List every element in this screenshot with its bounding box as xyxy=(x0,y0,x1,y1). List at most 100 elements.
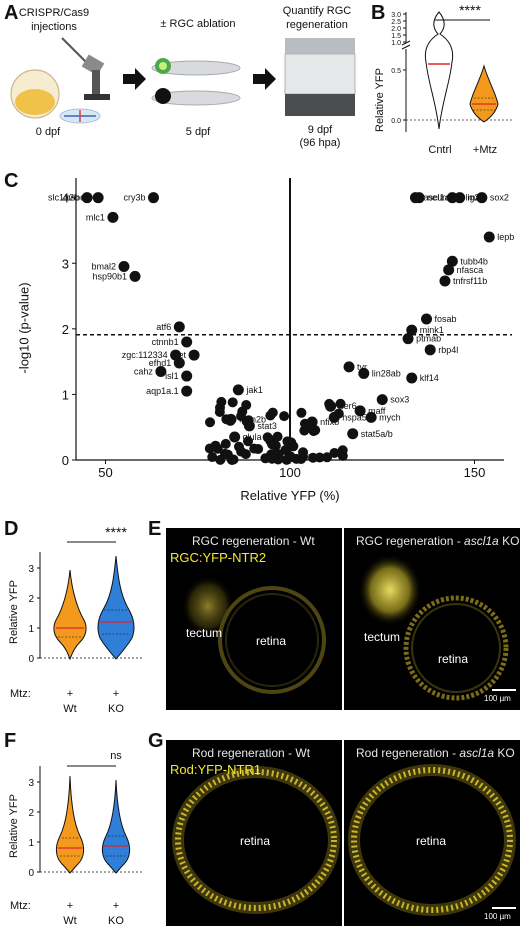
schematic-drawing xyxy=(10,37,356,124)
c-point-label: tubb4b xyxy=(460,256,488,266)
c-point xyxy=(322,452,333,463)
c-point xyxy=(205,417,216,428)
c-point xyxy=(227,397,238,408)
c-point-label: met xyxy=(171,350,187,360)
f-mtz-ko: + xyxy=(112,900,120,912)
tick-label: 0 xyxy=(28,654,34,665)
b-violin-svg: 3.02.52.01.51.0 0.5 0.0 xyxy=(391,11,514,132)
c-point-label: tyr xyxy=(357,362,367,372)
e-title-ko-prefix: RGC regeneration - xyxy=(356,534,465,548)
f-violin-ko xyxy=(101,779,131,874)
f-violin-svg: 0 1 2 3 xyxy=(28,765,142,879)
c-point-label: tnfrsf11b xyxy=(453,276,487,286)
c-point xyxy=(226,454,237,465)
c-point-label: lin28ab xyxy=(372,368,401,378)
panel-label-d: D xyxy=(4,518,19,540)
e-title-ko-suffix: KO xyxy=(498,534,520,548)
c-point-label: sox3 xyxy=(390,395,409,405)
b-tick-label: 0.0 xyxy=(391,118,401,125)
c-point xyxy=(225,413,237,425)
d-violin-ko xyxy=(97,555,135,660)
c-point-label: atf6 xyxy=(156,322,171,332)
c-point xyxy=(298,447,309,458)
injector-icon xyxy=(61,37,110,100)
c-point xyxy=(229,431,241,443)
c-point xyxy=(354,405,366,417)
c-point-label: klf14 xyxy=(420,373,439,383)
d-ylabel: Relative YFP xyxy=(8,580,20,644)
c-point xyxy=(439,275,451,287)
c-point-label: stat5a/b xyxy=(361,429,393,439)
e-title-ko: RGC regeneration - ascl1a KO xyxy=(356,534,519,548)
e-title-ko-gene: ascl1a xyxy=(464,534,499,548)
step3-time-hpa: (96 hpa) xyxy=(299,137,341,149)
c-point xyxy=(273,454,284,465)
g-scale-bar xyxy=(492,907,516,909)
c-point xyxy=(181,385,193,397)
g-retina-ko: retina xyxy=(416,834,447,848)
c-point xyxy=(365,411,377,423)
c-point xyxy=(267,407,278,418)
c-point-label: jak1 xyxy=(245,385,263,395)
c-point xyxy=(249,443,260,454)
c-point-label: neurog1 xyxy=(427,193,460,203)
g-title-ko-gene: ascl1a xyxy=(459,746,495,760)
step1-title: CRISPR/Cas9 injections xyxy=(18,7,90,33)
d-mtz-ko: + xyxy=(112,688,120,700)
step2-time: 5 dpf xyxy=(185,126,211,138)
b-tick-label: 2.0 xyxy=(391,26,401,33)
c-ytick-label: 1 xyxy=(62,387,69,402)
f-ylabel: Relative YFP xyxy=(8,794,20,858)
c-point xyxy=(241,400,252,411)
e-retina-wt: retina xyxy=(256,634,287,648)
c-point-label: sox2 xyxy=(490,193,509,203)
c-point xyxy=(215,454,226,465)
d-mtz-label: Mtz: xyxy=(10,688,31,700)
c-point xyxy=(92,192,104,204)
step2-title: ± RGC ablation xyxy=(160,18,236,30)
c-point xyxy=(483,231,495,243)
e-scale-text: 100 µm xyxy=(484,694,511,703)
f-mtz-wt: + xyxy=(66,900,74,912)
c-point xyxy=(421,313,433,325)
c-ytick-label: 0 xyxy=(62,453,69,468)
panel-label-f: F xyxy=(4,730,17,752)
c-ytick-label: 2 xyxy=(62,322,69,337)
c-point xyxy=(284,451,296,463)
c-point xyxy=(286,437,297,448)
tick-label: 0 xyxy=(28,868,34,879)
c-point-label: ctnnb1 xyxy=(152,337,179,347)
c-point-label: bmal2 xyxy=(91,262,116,272)
c-point-label: hspd1 xyxy=(66,193,91,203)
c-point xyxy=(446,255,458,267)
c-point xyxy=(216,396,227,407)
c-point xyxy=(337,445,348,456)
c-point xyxy=(212,443,223,454)
f-group-ko: KO xyxy=(108,915,124,927)
c-point-label: hspa5 xyxy=(342,412,367,422)
step1-time: 0 dpf xyxy=(35,126,61,138)
c-point-label: isl1 xyxy=(165,371,179,381)
b-group-cntrl: Cntrl xyxy=(428,144,452,156)
c-point xyxy=(147,192,159,204)
c-point xyxy=(270,440,281,451)
panel-label-c: C xyxy=(4,170,19,192)
c-point xyxy=(454,192,466,204)
c-point xyxy=(260,453,271,464)
c-point-label: cry3b xyxy=(123,193,145,203)
g-retina-wt: retina xyxy=(240,834,271,848)
g-title-ko-prefix: Rod regeneration - xyxy=(356,746,460,760)
panel-g-micrographs: Rod regeneration - Wt Rod regeneration -… xyxy=(166,740,520,926)
e-retina-ko: retina xyxy=(438,652,469,666)
c-point xyxy=(107,211,119,223)
c-point xyxy=(476,192,488,204)
c-point xyxy=(173,321,185,333)
c-point-label: nfasca xyxy=(457,265,484,275)
c-point xyxy=(347,428,359,440)
c-point xyxy=(358,367,370,379)
c-point xyxy=(328,411,340,423)
c-point xyxy=(424,344,436,356)
c-point xyxy=(236,446,247,457)
tick-label: 3 xyxy=(28,778,34,789)
